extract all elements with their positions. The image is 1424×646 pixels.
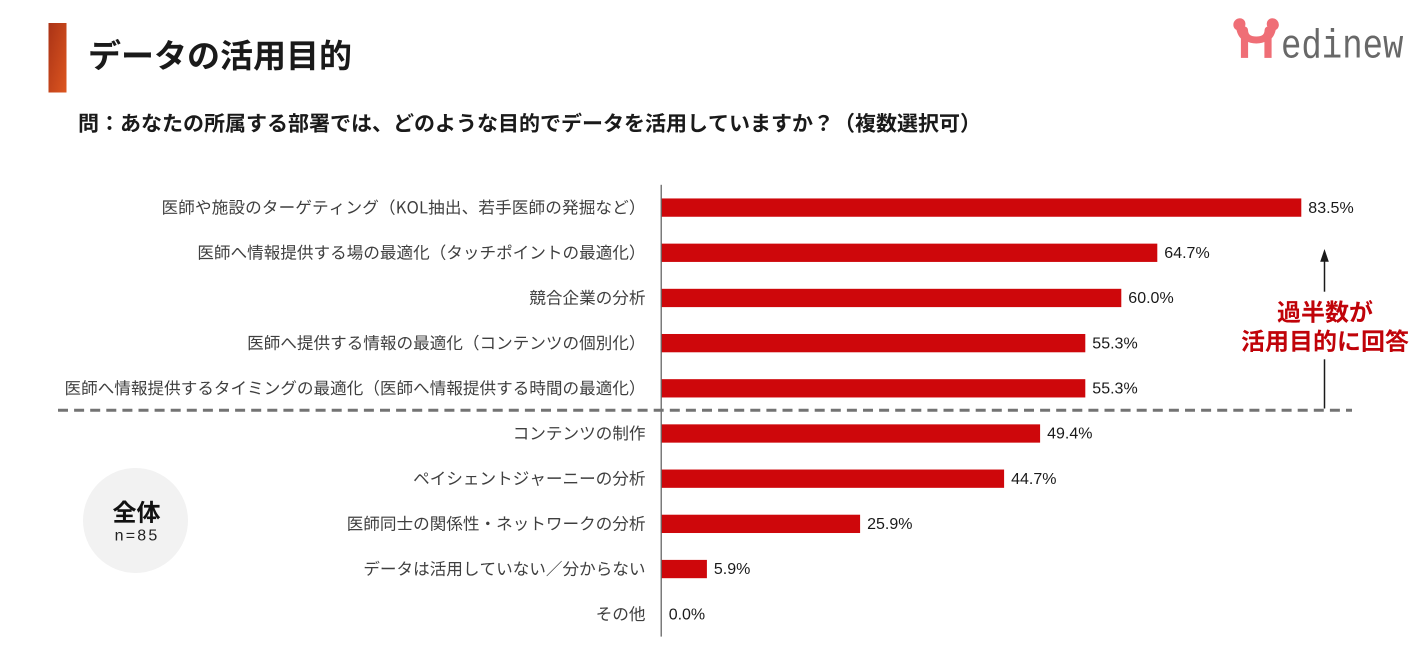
svg-text:60.0%: 60.0% xyxy=(1128,290,1173,307)
svg-text:25.9%: 25.9% xyxy=(867,516,912,533)
svg-text:55.3%: 55.3% xyxy=(1092,335,1137,352)
svg-text:49.4%: 49.4% xyxy=(1047,426,1092,443)
svg-text:44.7%: 44.7% xyxy=(1011,471,1056,488)
svg-text:edinew: edinew xyxy=(1281,25,1404,71)
svg-text:64.7%: 64.7% xyxy=(1164,245,1209,262)
svg-text:55.3%: 55.3% xyxy=(1092,381,1137,398)
svg-text:5.9%: 5.9% xyxy=(714,561,750,578)
svg-text:83.5%: 83.5% xyxy=(1308,200,1353,217)
svg-text:n=85: n=85 xyxy=(115,528,160,545)
svg-text:0.0%: 0.0% xyxy=(669,606,705,623)
